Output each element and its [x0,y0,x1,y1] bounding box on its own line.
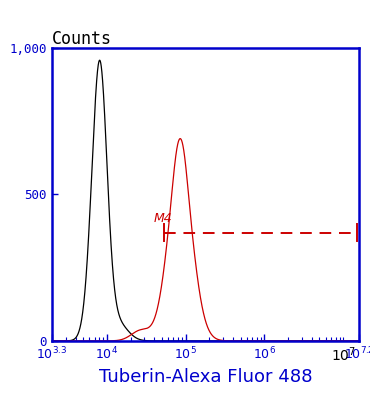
Text: Counts: Counts [52,30,112,48]
X-axis label: Tuberin-Alexa Fluor 488: Tuberin-Alexa Fluor 488 [98,369,312,386]
Text: M4: M4 [154,212,172,225]
